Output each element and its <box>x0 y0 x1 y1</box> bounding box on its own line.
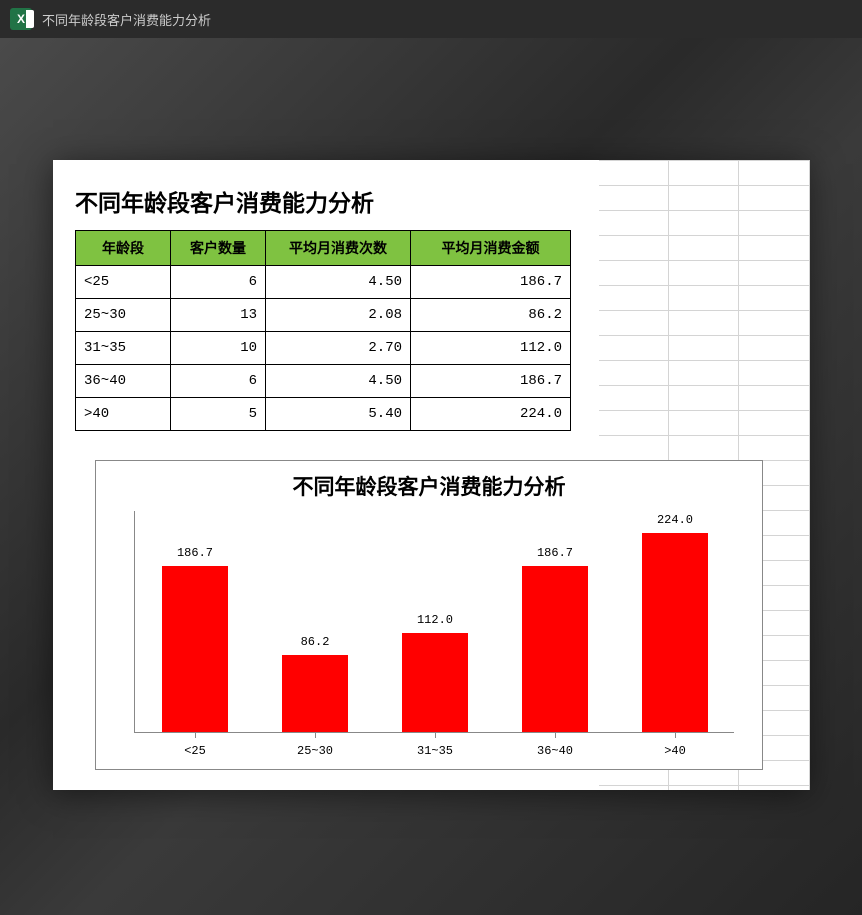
table-header-row: 年龄段 客户数量 平均月消费次数 平均月消费金额 <box>76 231 571 266</box>
chart-bar: 186.7 <box>162 566 228 732</box>
cell-amount[interactable]: 112.0 <box>411 332 571 365</box>
cell-freq[interactable]: 4.50 <box>266 266 411 299</box>
chart-x-label: 36~40 <box>537 744 573 758</box>
table-row[interactable]: 31~35102.70112.0 <box>76 332 571 365</box>
cell-freq[interactable]: 4.50 <box>266 365 411 398</box>
chart-bar: 86.2 <box>282 655 348 732</box>
cell-count[interactable]: 6 <box>171 266 266 299</box>
excel-icon <box>10 8 32 30</box>
chart-plot-area: 186.7<2586.225~30112.031~35186.736~40224… <box>134 511 734 733</box>
chart-x-label: 31~35 <box>417 744 453 758</box>
header-age[interactable]: 年龄段 <box>76 231 171 266</box>
chart-x-label: <25 <box>184 744 206 758</box>
cell-count[interactable]: 5 <box>171 398 266 431</box>
cell-age[interactable]: >40 <box>76 398 171 431</box>
cell-freq[interactable]: 5.40 <box>266 398 411 431</box>
chart-x-label: 25~30 <box>297 744 333 758</box>
chart-bar-label: 186.7 <box>522 546 588 560</box>
cell-amount[interactable]: 186.7 <box>411 365 571 398</box>
chart-x-tick <box>435 732 436 738</box>
header-amount[interactable]: 平均月消费金额 <box>411 231 571 266</box>
cell-amount[interactable]: 86.2 <box>411 299 571 332</box>
table-row[interactable]: 36~4064.50186.7 <box>76 365 571 398</box>
page-title: 不同年龄段客户消费能力分析 <box>75 184 374 218</box>
table-row[interactable]: 25~30132.0886.2 <box>76 299 571 332</box>
chart-bar: 224.0 <box>642 533 708 732</box>
cell-age[interactable]: 31~35 <box>76 332 171 365</box>
header-count[interactable]: 客户数量 <box>171 231 266 266</box>
chart-x-label: >40 <box>664 744 686 758</box>
chart-x-tick <box>195 732 196 738</box>
cell-count[interactable]: 6 <box>171 365 266 398</box>
cell-count[interactable]: 10 <box>171 332 266 365</box>
bar-chart[interactable]: 不同年龄段客户消费能力分析 186.7<2586.225~30112.031~3… <box>95 460 763 770</box>
chart-x-tick <box>555 732 556 738</box>
chart-bar-label: 224.0 <box>642 513 708 527</box>
cell-count[interactable]: 13 <box>171 299 266 332</box>
document-preview: 不同年龄段客户消费能力分析 年龄段 客户数量 平均月消费次数 平均月消费金额 <… <box>53 160 809 790</box>
window-title: 不同年龄段客户消费能力分析 <box>42 10 211 29</box>
cell-amount[interactable]: 224.0 <box>411 398 571 431</box>
cell-freq[interactable]: 2.70 <box>266 332 411 365</box>
cell-freq[interactable]: 2.08 <box>266 299 411 332</box>
cell-age[interactable]: 36~40 <box>76 365 171 398</box>
chart-bar: 186.7 <box>522 566 588 732</box>
cell-age[interactable]: 25~30 <box>76 299 171 332</box>
header-freq[interactable]: 平均月消费次数 <box>266 231 411 266</box>
chart-bar-label: 186.7 <box>162 546 228 560</box>
chart-bar: 112.0 <box>402 633 468 732</box>
chart-x-tick <box>675 732 676 738</box>
chart-bar-label: 86.2 <box>282 635 348 649</box>
data-table[interactable]: 年龄段 客户数量 平均月消费次数 平均月消费金额 <2564.50186.725… <box>75 230 571 431</box>
cell-amount[interactable]: 186.7 <box>411 266 571 299</box>
chart-x-tick <box>315 732 316 738</box>
worksheet[interactable]: 不同年龄段客户消费能力分析 年龄段 客户数量 平均月消费次数 平均月消费金额 <… <box>53 160 809 790</box>
cell-age[interactable]: <25 <box>76 266 171 299</box>
table-row[interactable]: <2564.50186.7 <box>76 266 571 299</box>
chart-bar-label: 112.0 <box>402 613 468 627</box>
table-row[interactable]: >4055.40224.0 <box>76 398 571 431</box>
chart-title: 不同年龄段客户消费能力分析 <box>96 471 762 501</box>
window-titlebar: 不同年龄段客户消费能力分析 <box>0 0 862 38</box>
